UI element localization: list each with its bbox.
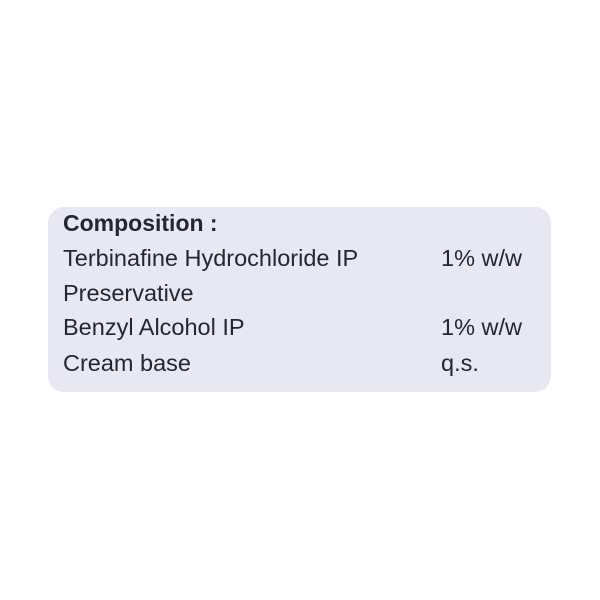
ingredient-row: Benzyl Alcohol IP 1% w/w xyxy=(63,314,543,344)
ingredient-name: Preservative xyxy=(63,280,194,306)
ingredient-row: Terbinafine Hydrochloride IP 1% w/w xyxy=(63,245,543,275)
ingredient-name: Terbinafine Hydrochloride IP xyxy=(63,245,359,271)
ingredient-name: Benzyl Alcohol IP xyxy=(63,314,245,340)
ingredient-quantity: 1% w/w xyxy=(441,245,522,271)
ingredient-quantity: q.s. xyxy=(441,350,479,376)
ingredient-quantity: 1% w/w xyxy=(441,314,522,340)
ingredient-name: Cream base xyxy=(63,350,191,376)
ingredient-row: Cream base q.s. xyxy=(63,350,543,380)
composition-label: Composition : Terbinafine Hydrochloride … xyxy=(48,207,551,392)
composition-title: Composition : xyxy=(63,210,218,236)
ingredient-row: Preservative xyxy=(63,280,543,310)
